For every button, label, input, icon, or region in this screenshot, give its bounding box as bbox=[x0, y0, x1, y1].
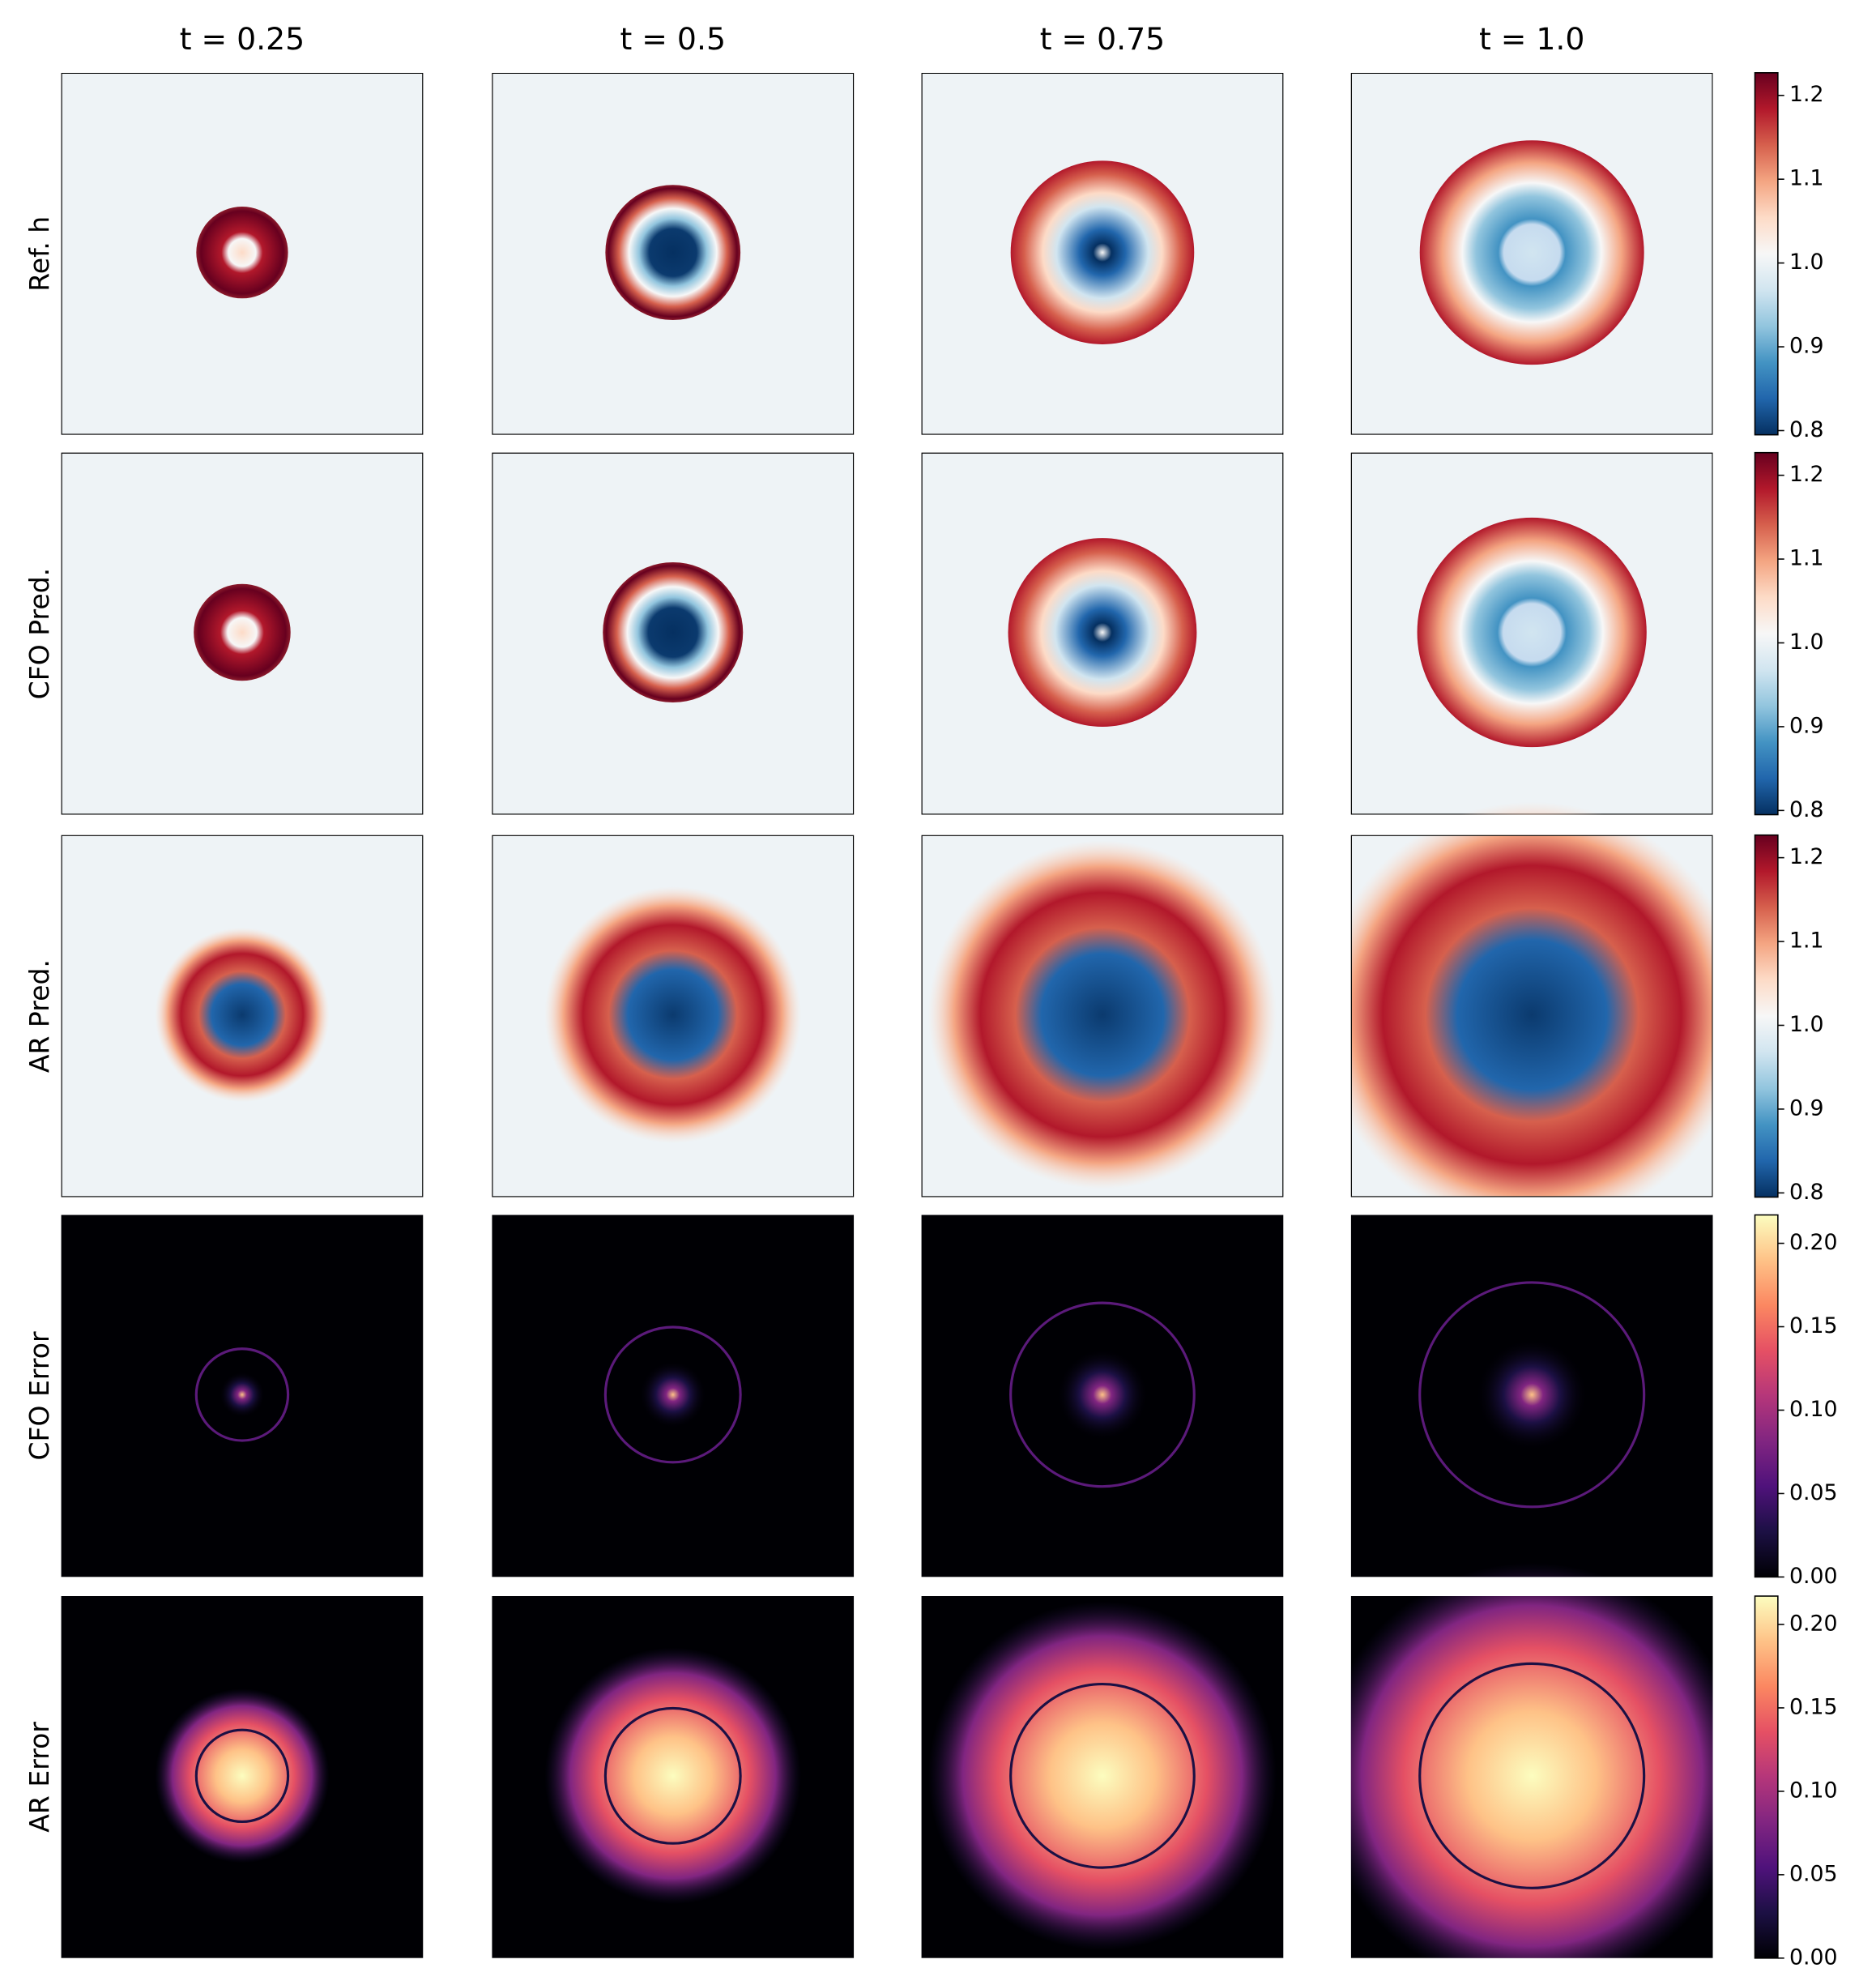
colorbar-tick-label: 0.00 bbox=[1789, 1944, 1838, 1970]
error-ring bbox=[1418, 1281, 1646, 1509]
heatmap-panel bbox=[1350, 1214, 1713, 1577]
error-core bbox=[219, 1372, 266, 1418]
field bbox=[1010, 160, 1195, 344]
panel-frame bbox=[61, 834, 424, 1198]
colorbar-tick-label: 1.1 bbox=[1789, 546, 1824, 571]
colorbar-tick-label: 0.9 bbox=[1789, 1095, 1824, 1121]
field bbox=[544, 886, 802, 1143]
column-title: t = 0.75 bbox=[1040, 21, 1165, 57]
colorbar-tick-label: 0.8 bbox=[1789, 417, 1824, 442]
heatmap-panel bbox=[1319, 1562, 1713, 1958]
error-core bbox=[1475, 1338, 1588, 1451]
field bbox=[1419, 140, 1644, 365]
column-title: t = 0.5 bbox=[620, 21, 726, 57]
colorbar-tick-label: 1.1 bbox=[1789, 166, 1824, 191]
colorbar-tick-label: 0.20 bbox=[1789, 1230, 1838, 1255]
heatmap-panel bbox=[1349, 451, 1713, 816]
error-field bbox=[155, 1688, 330, 1863]
heatmap-panel bbox=[61, 451, 424, 816]
heatmap-panel bbox=[920, 72, 1285, 436]
row-label: AR Error bbox=[23, 1722, 55, 1833]
colorbar-tick-label: 1.2 bbox=[1789, 844, 1824, 869]
panel-frame bbox=[1349, 72, 1713, 436]
colorbar-tick-label: 0.05 bbox=[1789, 1480, 1838, 1505]
error-core bbox=[1056, 1348, 1149, 1441]
colorbar-tick-label: 1.2 bbox=[1789, 462, 1824, 487]
heatmap-panel bbox=[492, 1214, 855, 1577]
heatmap-panel bbox=[492, 1595, 855, 1958]
field bbox=[1417, 517, 1647, 748]
colorbar-tick-label: 0.15 bbox=[1789, 1694, 1838, 1719]
heatmap-panel bbox=[491, 451, 855, 816]
colorbar bbox=[1754, 451, 1779, 816]
panel-frame bbox=[1349, 834, 1713, 1198]
row-label: CFO Pred. bbox=[23, 568, 55, 700]
error-ring bbox=[603, 1325, 742, 1464]
heatmap-panel bbox=[1349, 72, 1713, 436]
heatmap-panel bbox=[61, 834, 424, 1198]
colorbar-tick-label: 1.0 bbox=[1789, 250, 1824, 275]
colorbar-tick-label: 0.10 bbox=[1789, 1778, 1838, 1803]
error-ring bbox=[603, 1706, 742, 1845]
field bbox=[196, 207, 288, 299]
field bbox=[603, 561, 744, 703]
field bbox=[605, 185, 741, 321]
error-ring bbox=[194, 1347, 290, 1442]
field bbox=[194, 583, 291, 681]
colorbar bbox=[1754, 834, 1779, 1198]
heatmap-panel bbox=[920, 451, 1285, 816]
colorbar-tick-label: 1.1 bbox=[1789, 928, 1824, 954]
column-title: t = 1.0 bbox=[1479, 21, 1584, 57]
heatmap-panel bbox=[921, 1214, 1284, 1577]
field bbox=[155, 927, 330, 1103]
heatmap-panel bbox=[491, 834, 855, 1198]
panel-frame bbox=[61, 451, 424, 816]
colorbar-tick-label: 1.0 bbox=[1789, 1012, 1824, 1037]
colorbar-tick-label: 0.9 bbox=[1789, 713, 1824, 738]
colorbar-tick-label: 0.00 bbox=[1789, 1564, 1838, 1589]
heatmap-panel bbox=[1319, 801, 1713, 1228]
error-ring bbox=[1418, 1662, 1646, 1889]
colorbar bbox=[1754, 1595, 1779, 1959]
heatmap-panel bbox=[61, 1595, 424, 1958]
error-ring bbox=[194, 1728, 290, 1824]
heatmap-panel bbox=[61, 1214, 424, 1577]
colorbar-tick-label: 0.10 bbox=[1789, 1397, 1838, 1422]
row-label: Ref. h bbox=[23, 216, 55, 292]
colorbar bbox=[1754, 72, 1779, 436]
heatmap-panel bbox=[921, 1595, 1284, 1958]
heatmap-panel bbox=[920, 834, 1285, 1198]
panel-frame bbox=[491, 72, 855, 436]
heatmap-panel bbox=[491, 72, 855, 436]
panel-frame bbox=[61, 72, 424, 436]
field bbox=[1319, 801, 1713, 1228]
error-core bbox=[639, 1360, 707, 1429]
colorbar-tick-label: 0.8 bbox=[1789, 797, 1824, 822]
colorbar-tick-label: 0.20 bbox=[1789, 1611, 1838, 1636]
field bbox=[927, 840, 1277, 1189]
error-field bbox=[544, 1647, 802, 1905]
panel-frame bbox=[491, 834, 855, 1198]
colorbar-tick-label: 0.15 bbox=[1789, 1313, 1838, 1338]
field bbox=[1008, 538, 1197, 727]
colorbar bbox=[1754, 1214, 1779, 1578]
colorbar-tick-label: 1.0 bbox=[1789, 630, 1824, 655]
row-label: AR Pred. bbox=[23, 959, 55, 1073]
error-field bbox=[927, 1601, 1277, 1951]
row-label: CFO Error bbox=[23, 1331, 55, 1460]
colorbar-tick-label: 0.05 bbox=[1789, 1861, 1838, 1886]
error-ring bbox=[1009, 1301, 1196, 1488]
error-field bbox=[1319, 1562, 1713, 1958]
colorbar-tick-label: 0.9 bbox=[1789, 334, 1824, 359]
heatmap-panel bbox=[61, 72, 424, 436]
colorbar-tick-label: 0.8 bbox=[1789, 1180, 1824, 1205]
error-ring bbox=[1009, 1682, 1196, 1869]
colorbar-tick-label: 1.2 bbox=[1789, 82, 1824, 107]
column-title: t = 0.25 bbox=[180, 21, 305, 57]
panel-frame bbox=[491, 451, 855, 816]
